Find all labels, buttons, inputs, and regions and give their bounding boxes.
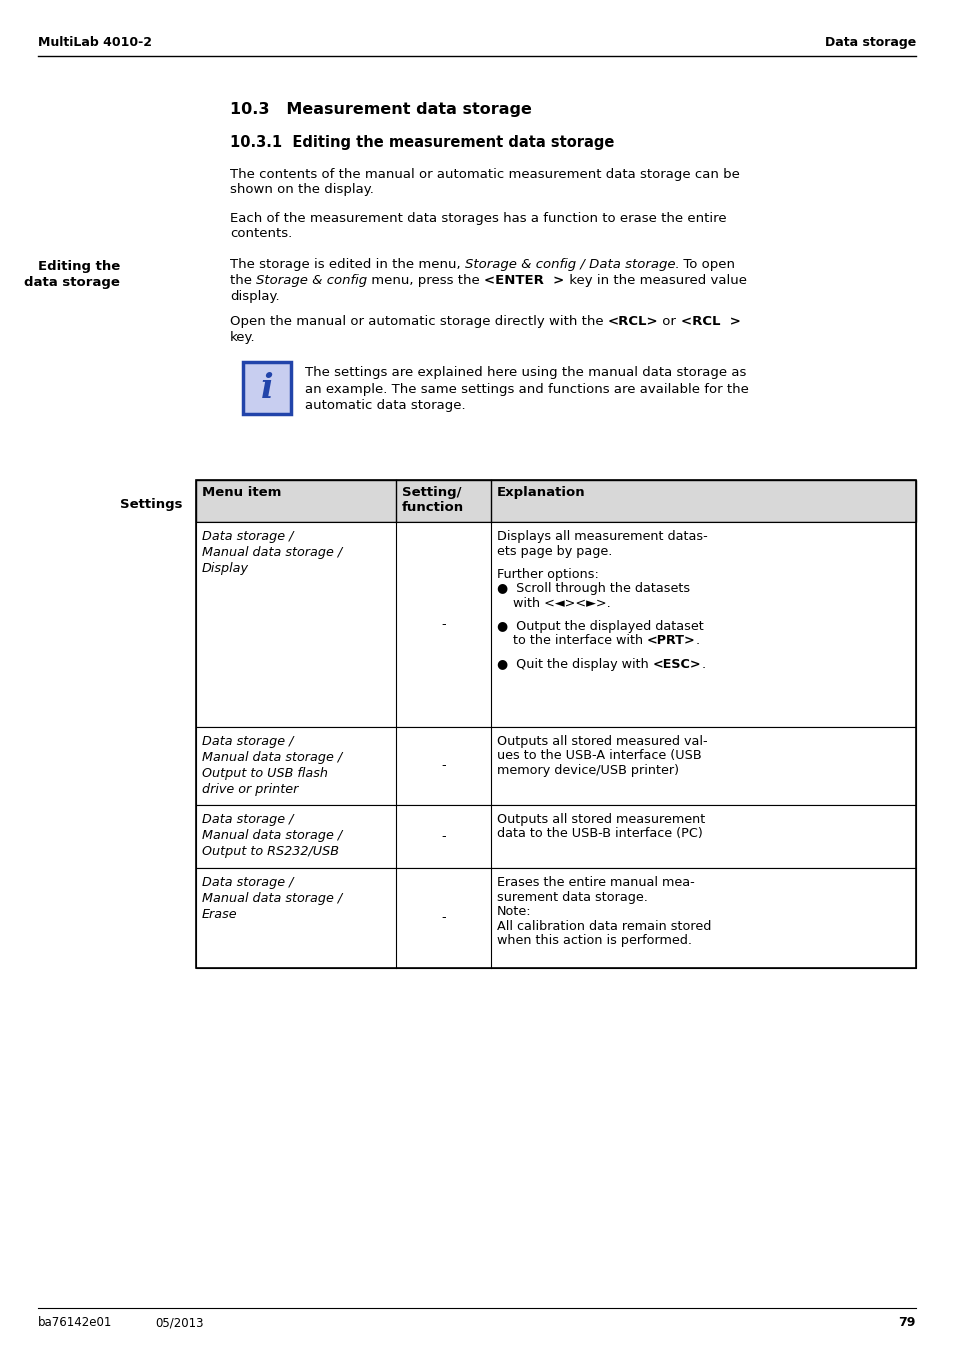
Text: Setting/
function: Setting/ function — [401, 486, 464, 513]
Text: . To open: . To open — [675, 258, 735, 272]
Text: Note:: Note: — [497, 905, 531, 917]
Text: Displays all measurement datas-: Displays all measurement datas- — [497, 530, 707, 543]
Text: .: . — [700, 658, 705, 670]
Text: ●  Quit the display with: ● Quit the display with — [497, 658, 652, 670]
Text: Data storage: Data storage — [824, 36, 915, 49]
Text: The storage is edited in the menu,: The storage is edited in the menu, — [230, 258, 464, 272]
Text: Data storage /
Manual data storage /
Erase: Data storage / Manual data storage / Era… — [202, 875, 342, 921]
Text: ues to the USB-A interface (USB: ues to the USB-A interface (USB — [497, 750, 700, 762]
Text: Further options:: Further options: — [497, 567, 598, 581]
Text: ●  Scroll through the datasets: ● Scroll through the datasets — [497, 582, 689, 596]
Text: key in the measured value: key in the measured value — [564, 274, 746, 286]
Text: i: i — [260, 372, 273, 404]
Text: ba76142e01: ba76142e01 — [38, 1316, 112, 1329]
Bar — [195, 805, 915, 867]
Text: menu, press the: menu, press the — [367, 274, 484, 286]
Text: 05/2013: 05/2013 — [154, 1316, 203, 1329]
Text: memory device/USB printer): memory device/USB printer) — [497, 765, 679, 777]
Text: data to the USB-B interface (PC): data to the USB-B interface (PC) — [497, 828, 702, 840]
Bar — [195, 727, 915, 805]
Bar — [195, 480, 915, 969]
Text: display.: display. — [230, 290, 279, 303]
Text: MultiLab 4010-2: MultiLab 4010-2 — [38, 36, 152, 49]
Text: -: - — [440, 912, 445, 924]
Text: The settings are explained here using the manual data storage as
an example. The: The settings are explained here using th… — [305, 366, 748, 412]
Text: Storage & config: Storage & config — [256, 274, 367, 286]
Bar — [195, 521, 915, 727]
Text: with <◄><►>.: with <◄><►>. — [497, 597, 610, 609]
Text: Explanation: Explanation — [497, 486, 585, 499]
Text: Settings: Settings — [120, 499, 183, 511]
Text: Each of the measurement data storages has a function to erase the entire
content: Each of the measurement data storages ha… — [230, 212, 726, 240]
Text: ets page by page.: ets page by page. — [497, 544, 612, 558]
Text: to the interface with: to the interface with — [497, 635, 646, 647]
Text: ●  Output the displayed dataset: ● Output the displayed dataset — [497, 620, 703, 632]
Text: <RCL  >: <RCL > — [679, 315, 740, 328]
Bar — [195, 867, 915, 969]
Text: <ESC>: <ESC> — [652, 658, 700, 670]
Text: The contents of the manual or automatic measurement data storage can be
shown on: The contents of the manual or automatic … — [230, 168, 740, 196]
Text: Data storage /
Manual data storage /
Output to USB flash
drive or printer: Data storage / Manual data storage / Out… — [202, 735, 342, 796]
Text: Data storage /
Manual data storage /
Output to RS232/USB: Data storage / Manual data storage / Out… — [202, 813, 342, 858]
Bar — [195, 480, 915, 521]
Text: Open the manual or automatic storage directly with the: Open the manual or automatic storage dir… — [230, 315, 607, 328]
Text: Storage & config / Data storage: Storage & config / Data storage — [464, 258, 675, 272]
Text: Outputs all stored measured val-: Outputs all stored measured val- — [497, 735, 707, 748]
Text: All calibration data remain stored: All calibration data remain stored — [497, 920, 711, 932]
Text: key.: key. — [230, 331, 255, 345]
Text: 79: 79 — [898, 1316, 915, 1329]
Text: -: - — [440, 617, 445, 631]
Text: or: or — [658, 315, 679, 328]
Text: data storage: data storage — [24, 276, 120, 289]
Text: Erases the entire manual mea-: Erases the entire manual mea- — [497, 875, 694, 889]
Text: Data storage /
Manual data storage /
Display: Data storage / Manual data storage / Dis… — [202, 530, 342, 576]
Text: -: - — [440, 830, 445, 843]
Text: Outputs all stored measurement: Outputs all stored measurement — [497, 813, 704, 825]
FancyBboxPatch shape — [243, 362, 291, 413]
Text: Editing the: Editing the — [38, 259, 120, 273]
Text: -: - — [440, 759, 445, 773]
Text: .: . — [695, 635, 700, 647]
Text: when this action is performed.: when this action is performed. — [497, 934, 691, 947]
Text: 10.3.1  Editing the measurement data storage: 10.3.1 Editing the measurement data stor… — [230, 135, 614, 150]
Text: surement data storage.: surement data storage. — [497, 890, 647, 904]
Text: <ENTER  >: <ENTER > — [484, 274, 564, 286]
Text: Menu item: Menu item — [202, 486, 281, 499]
Text: the: the — [230, 274, 256, 286]
Text: <PRT>: <PRT> — [646, 635, 695, 647]
Text: 10.3   Measurement data storage: 10.3 Measurement data storage — [230, 101, 532, 118]
Text: <RCL>: <RCL> — [607, 315, 658, 328]
